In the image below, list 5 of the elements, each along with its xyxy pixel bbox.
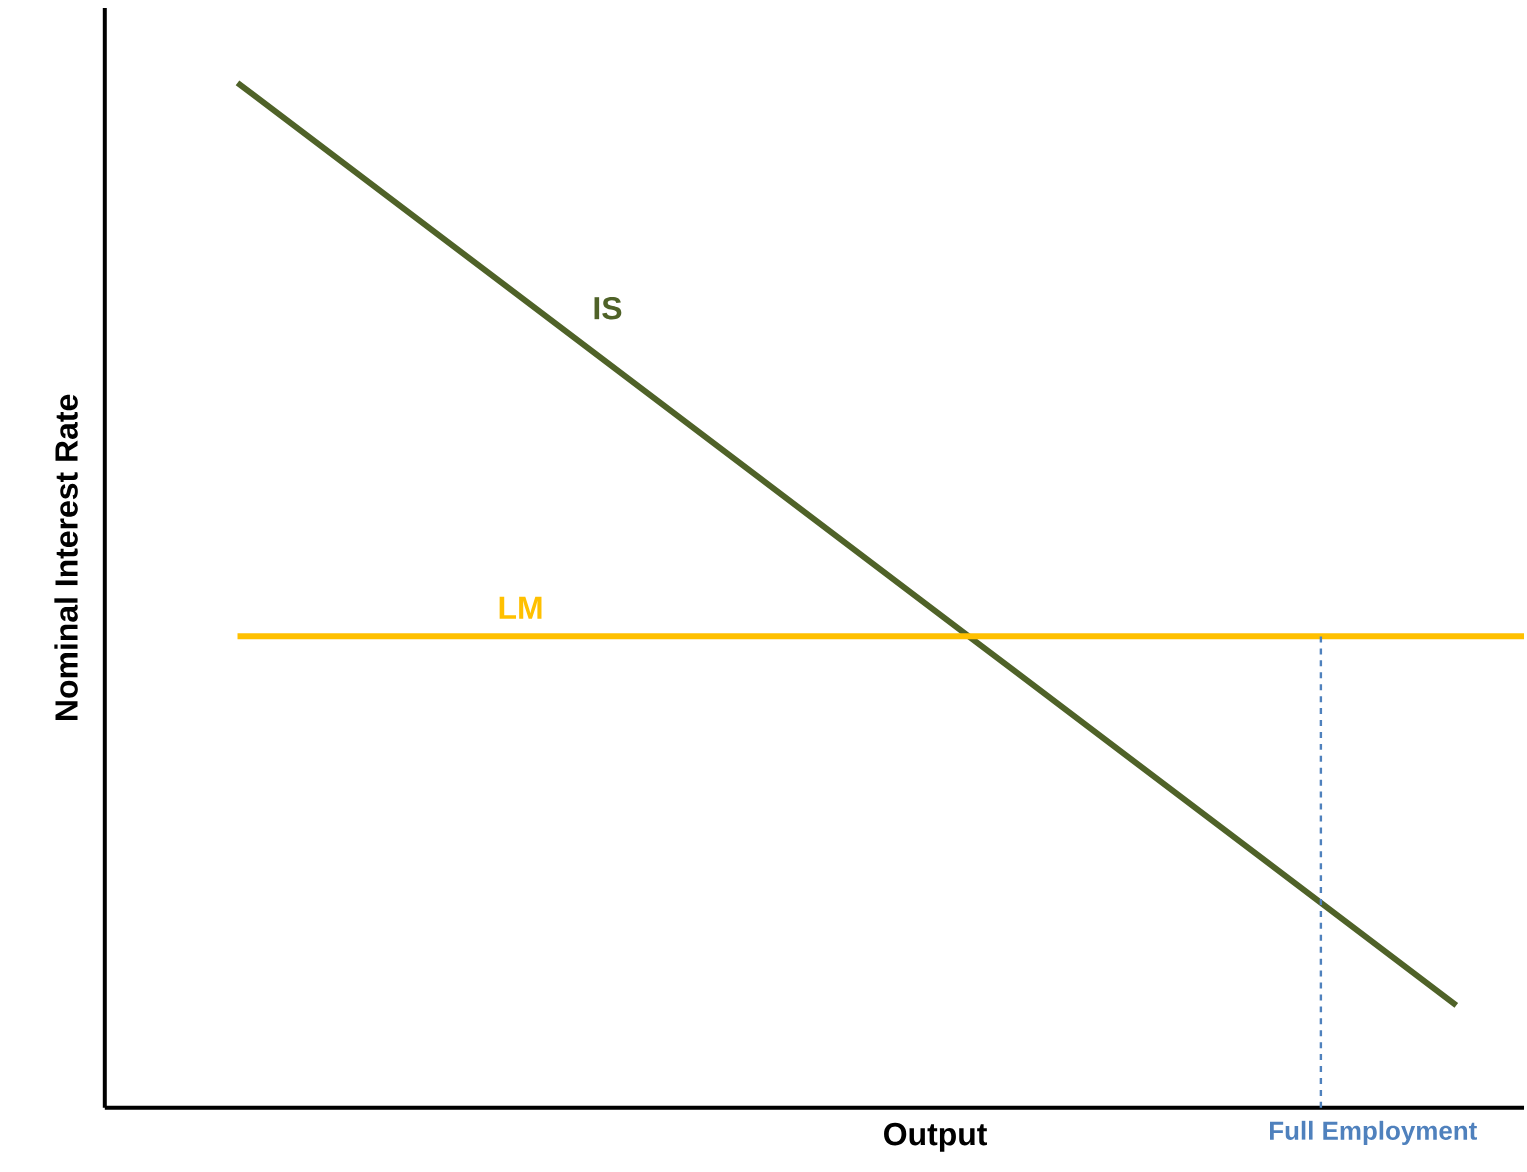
x-axis-title: Output: [884, 1122, 988, 1152]
series-label: IS: [594, 297, 622, 320]
y-axis-title: Nominal Interest Rate: [54, 395, 78, 721]
series-label: LM: [499, 596, 542, 619]
text: Full Employment: [1270, 1120, 1477, 1146]
